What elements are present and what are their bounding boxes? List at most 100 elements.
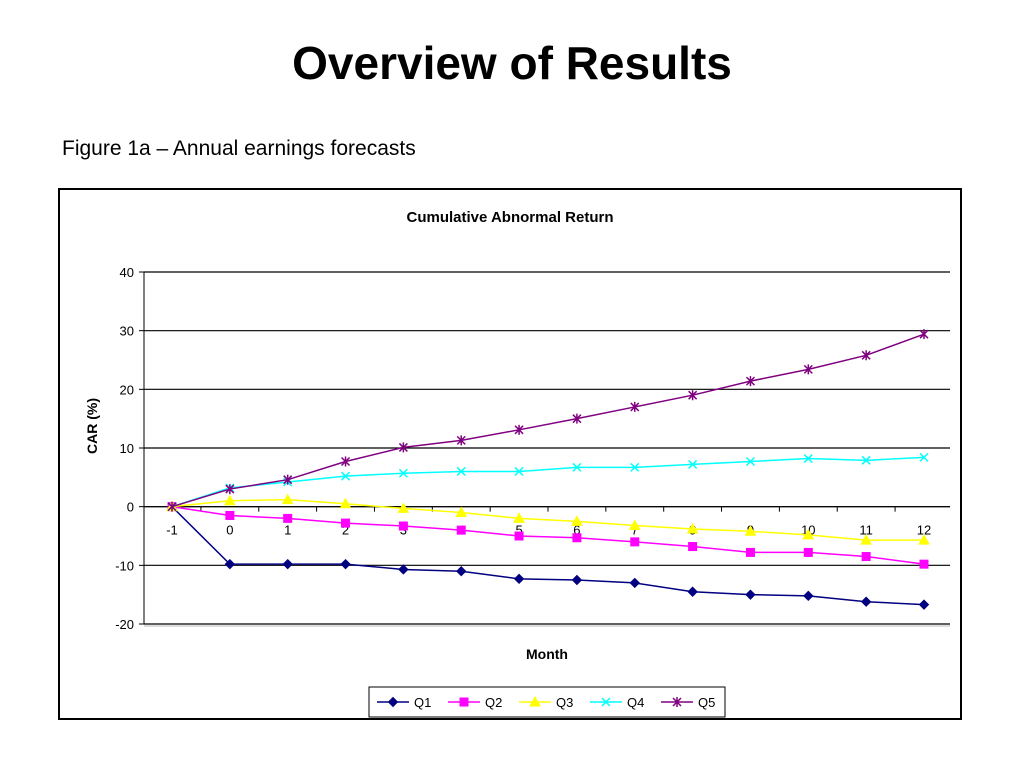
data-point-q2: [630, 537, 640, 547]
data-point-q5: [456, 435, 466, 446]
data-point-q5: [688, 390, 698, 401]
y-tick-label: 0: [127, 500, 134, 515]
legend-label-q1: Q1: [414, 695, 431, 710]
x-tick-label: 7: [631, 523, 638, 538]
data-point-q5: [861, 350, 871, 361]
data-point-q3: [281, 493, 294, 505]
chart-frame: Cumulative Abnormal Return -20 -10 0 10 20 30 4…: [58, 188, 962, 720]
data-point-q2: [398, 521, 408, 531]
data-point-q2: [572, 533, 582, 543]
y-tick-label: 10: [120, 441, 134, 456]
data-point-q2: [514, 531, 524, 541]
x-tick-label: 11: [859, 523, 873, 538]
data-point-q4: [919, 452, 929, 462]
data-point-q4: [803, 454, 813, 464]
y-tick-label: 20: [120, 382, 134, 397]
data-point-q3: [571, 515, 583, 526]
data-point-q1: [745, 589, 756, 600]
data-point-q5: [225, 484, 235, 495]
y-tick-label: 40: [120, 265, 134, 280]
legend-label-q4: Q4: [627, 695, 644, 710]
data-point-q5: [398, 442, 408, 453]
legend-marker-q1: [387, 696, 399, 708]
data-point-q3: [339, 497, 352, 509]
data-point-q2: [225, 510, 235, 520]
data-point-q4: [514, 466, 524, 476]
x-tick-label: 2: [342, 523, 349, 538]
data-point-q1: [571, 574, 583, 586]
data-point-q1: [224, 558, 236, 570]
data-point-q1: [513, 573, 525, 585]
legend-label-q2: Q2: [485, 695, 502, 710]
x-tick-label: 6: [573, 523, 580, 538]
x-axis-title: Month: [526, 646, 568, 662]
figure-caption: Figure 1a – Annual earnings forecasts: [62, 137, 416, 160]
data-point-q1: [860, 596, 872, 607]
data-point-q2: [456, 525, 466, 535]
y-axis-title: CAR (%): [84, 398, 100, 454]
data-point-q3: [860, 534, 873, 545]
data-point-q2: [688, 542, 698, 552]
data-point-q4: [398, 468, 408, 478]
data-point-q4: [861, 455, 871, 465]
legend-marker-q5: [672, 697, 682, 707]
line-chart: Cumulative Abnormal Return-20-1001020304…: [84, 209, 950, 718]
data-point-q4: [745, 456, 755, 467]
data-point-q1: [456, 565, 467, 577]
y-tick-label: -20: [115, 617, 134, 632]
data-point-q3: [513, 512, 525, 523]
data-point-q1: [282, 558, 293, 570]
data-point-q5: [167, 501, 177, 512]
data-point-q2: [745, 547, 755, 557]
data-point-q5: [572, 413, 582, 424]
data-point-q1: [918, 599, 930, 610]
data-point-q2: [861, 552, 871, 562]
data-point-q2: [803, 547, 813, 557]
series-line-q5: [171, 333, 925, 508]
data-point-q3: [918, 534, 930, 545]
data-point-q1: [340, 558, 351, 570]
data-point-q5: [341, 456, 351, 467]
slide-title: Overview of Results: [292, 37, 732, 89]
data-point-q1: [398, 564, 409, 575]
data-point-q3: [397, 502, 410, 513]
data-point-q3: [802, 528, 815, 540]
data-point-q5: [630, 401, 640, 412]
data-point-q5: [514, 424, 524, 435]
data-point-q4: [456, 466, 466, 476]
x-tick-label: 0: [226, 523, 233, 538]
data-point-q4: [688, 459, 698, 469]
data-point-q3: [223, 494, 236, 506]
series-line-q1: [171, 506, 925, 606]
x-tick-label: 12: [917, 523, 931, 538]
legend-label-q5: Q5: [698, 695, 715, 710]
data-point-q3: [455, 506, 468, 518]
data-point-q1: [629, 577, 640, 589]
data-point-q2: [341, 518, 351, 528]
data-point-q4: [572, 462, 582, 472]
legend-marker-q2: [459, 697, 469, 707]
series-line-q2: [171, 505, 925, 565]
y-tick-label: -10: [115, 558, 134, 573]
x-tick-label: -1: [166, 523, 178, 538]
data-point-q3: [686, 522, 699, 534]
x-tick-label: 1: [284, 523, 291, 538]
data-point-q3: [628, 519, 641, 530]
x-tick-label: 5: [515, 523, 522, 538]
data-point-q5: [919, 329, 929, 340]
series-line-q4: [171, 456, 925, 508]
data-point-q4: [341, 471, 351, 481]
data-point-q3: [744, 525, 757, 536]
chart-title: Cumulative Abnormal Return: [407, 209, 614, 226]
data-point-q2: [283, 513, 293, 523]
legend-marker-q3: [529, 695, 541, 707]
data-point-q5: [803, 364, 813, 375]
legend-label-q3: Q3: [556, 695, 573, 710]
data-point-q1: [803, 590, 814, 602]
data-point-q1: [687, 586, 698, 597]
y-tick-label: 30: [120, 324, 134, 339]
data-point-q5: [283, 474, 293, 485]
data-point-q4: [630, 462, 640, 472]
data-point-q2: [919, 559, 929, 569]
series-line-q3: [171, 498, 924, 541]
